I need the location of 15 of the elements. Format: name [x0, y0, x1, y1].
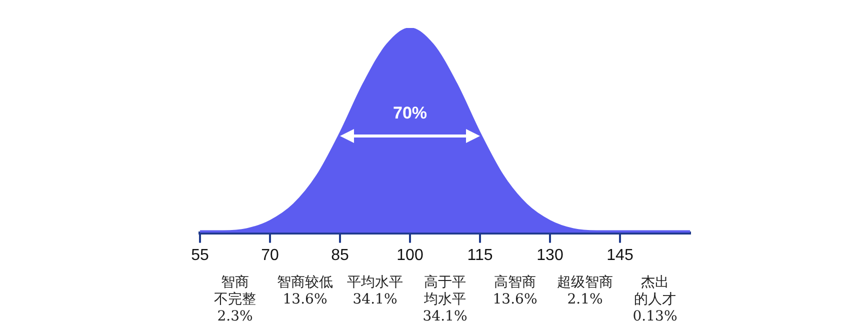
text: 高于平均水平 34.1%	[422, 274, 468, 325]
text: 杰出的人才 0.13%	[632, 274, 678, 325]
text: 智商不完整 2.3%	[214, 274, 256, 325]
x-tick-label: 70	[261, 246, 279, 264]
x-tick-label: 55	[191, 246, 209, 264]
text: 智商较低 13.6%	[277, 274, 333, 308]
x-tick-label: 85	[331, 246, 349, 264]
x-tick-label: 130	[536, 246, 564, 264]
x-tick-label: 145	[606, 246, 634, 264]
x-tick-label: 100	[396, 246, 424, 264]
annotation: 70%	[392, 104, 428, 123]
x-tick-label: 115	[467, 246, 493, 264]
text: 高智商 13.6%	[492, 274, 538, 308]
text: 平均水平 34.1%	[347, 274, 403, 308]
text: 超级智商 2.1%	[557, 274, 613, 308]
